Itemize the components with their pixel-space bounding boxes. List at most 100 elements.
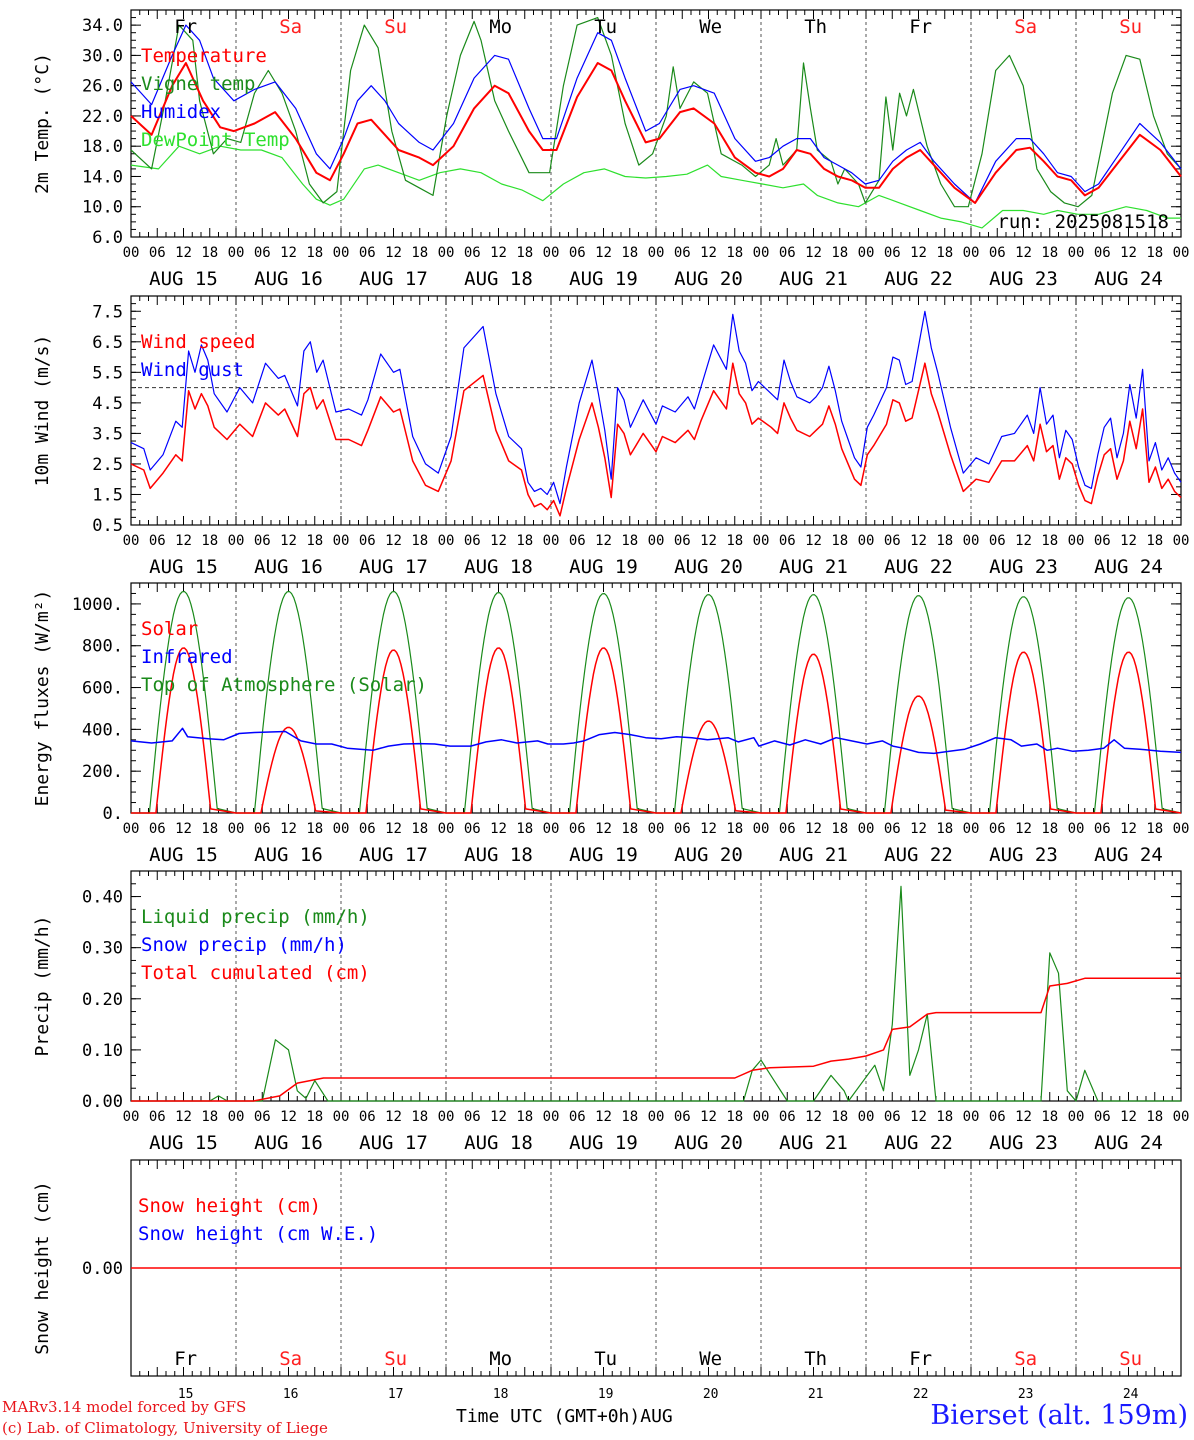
legend-entry: Top of Atmosphere (Solar) (141, 674, 427, 696)
hour-tick-label: 06 (149, 1109, 166, 1125)
date-label: AUG 21 (779, 1132, 848, 1154)
series-line-dewpoint-temp (130, 145, 1181, 229)
hour-tick-label: 00 (123, 821, 140, 837)
legend-entry: Total cumulated (cm) (141, 962, 370, 984)
series-line-humidex (130, 24, 1182, 204)
hour-tick-label: 06 (674, 245, 691, 261)
date-label: AUG 22 (884, 844, 953, 866)
hour-tick-label: 06 (989, 1109, 1006, 1125)
hour-tick-label: 06 (884, 821, 901, 837)
hour-tick-label: 18 (831, 245, 848, 261)
hour-tick-label: 18 (726, 821, 743, 837)
y-tick-label: 400. (82, 720, 123, 740)
day-number-label: 21 (808, 1387, 824, 1402)
hour-tick-label: 18 (306, 533, 323, 549)
hour-tick-label: 18 (621, 1109, 638, 1125)
hour-tick-label: 12 (385, 1109, 402, 1125)
weekday-label: Tu (594, 1348, 617, 1370)
time-axis-label: Time UTC (GMT+0h)AUG (456, 1406, 673, 1427)
hour-tick-label: 18 (516, 533, 533, 549)
date-label: AUG 16 (254, 1132, 323, 1154)
series-line-wind-speed (130, 362, 1182, 517)
hour-tick-label: 06 (1094, 1109, 1111, 1125)
hour-tick-label: 12 (1015, 821, 1032, 837)
weekday-label: Mo (489, 1348, 512, 1370)
weekday-label: Sa (279, 1348, 302, 1370)
hour-tick-label: 06 (674, 1109, 691, 1125)
hour-tick-label: 06 (254, 821, 271, 837)
hour-tick-label: 18 (936, 533, 953, 549)
y-tick-label: 5.5 (92, 363, 123, 383)
date-label: AUG 23 (989, 556, 1058, 578)
y-tick-label: 0. (103, 804, 123, 824)
y-tick-label: 22.0 (82, 107, 123, 127)
hour-tick-label: 18 (1146, 533, 1163, 549)
date-label: AUG 17 (359, 556, 428, 578)
hour-tick-label: 18 (1041, 533, 1058, 549)
hour-tick-label: 06 (989, 821, 1006, 837)
hour-tick-label: 00 (438, 245, 455, 261)
hour-tick-label: 12 (1120, 1109, 1137, 1125)
hour-tick-label: 18 (726, 533, 743, 549)
hour-tick-label: 06 (674, 533, 691, 549)
hour-tick-label: 00 (333, 1109, 350, 1125)
hour-tick-label: 00 (438, 821, 455, 837)
hour-tick-label: 18 (1041, 1109, 1058, 1125)
hour-tick-label: 00 (333, 533, 350, 549)
hour-tick-label: 12 (805, 533, 822, 549)
hour-tick-label: 18 (411, 533, 428, 549)
date-label: AUG 20 (674, 556, 743, 578)
series-line-wind-gust (130, 310, 1182, 505)
hour-tick-label: 18 (936, 821, 953, 837)
hour-tick-label: 06 (569, 245, 586, 261)
date-label: AUG 18 (464, 1132, 533, 1154)
hour-tick-label: 12 (490, 1109, 507, 1125)
hour-tick-label: 18 (411, 245, 428, 261)
hour-tick-label: 12 (700, 1109, 717, 1125)
hour-tick-label: 06 (569, 533, 586, 549)
hour-tick-label: 12 (175, 533, 192, 549)
weekday-label: Mo (489, 16, 512, 38)
y-tick-label: 18.0 (82, 137, 123, 157)
hour-tick-label: 06 (359, 821, 376, 837)
date-label: AUG 22 (884, 268, 953, 290)
hour-tick-label: 06 (989, 533, 1006, 549)
hour-tick-label: 18 (516, 245, 533, 261)
hour-tick-label: 00 (1068, 245, 1085, 261)
y-tick-label: 6.0 (92, 228, 123, 248)
hour-tick-label: 12 (700, 245, 717, 261)
y-tick-label: 0.5 (92, 516, 123, 536)
hour-tick-label: 12 (280, 821, 297, 837)
time-axis-title: Time UTC (GMT+0h) (456, 1406, 641, 1427)
y-tick-label: 30.0 (82, 46, 123, 66)
hour-tick-label: 00 (753, 821, 770, 837)
hour-tick-label: 00 (963, 533, 980, 549)
hour-tick-label: 00 (963, 245, 980, 261)
hour-tick-label: 06 (779, 245, 796, 261)
hour-tick-label: 12 (175, 821, 192, 837)
y-tick-label: 800. (82, 637, 123, 657)
date-label: AUG 15 (149, 556, 218, 578)
hour-tick-label: 06 (1094, 821, 1111, 837)
hour-tick-label: 00 (123, 245, 140, 261)
hour-tick-label: 06 (149, 821, 166, 837)
legend-entry: Infrared (141, 646, 233, 668)
hour-tick-label: 06 (359, 1109, 376, 1125)
date-label: AUG 19 (569, 844, 638, 866)
hour-tick-label: 18 (1146, 1109, 1163, 1125)
hour-tick-label: 12 (175, 1109, 192, 1125)
series-line-vigne-temp (130, 17, 1182, 208)
hour-tick-label: 00 (1068, 1109, 1085, 1125)
legend-entry: Wind speed (141, 331, 255, 353)
legend-entry: DewPoint Temp (141, 129, 290, 151)
hour-tick-label: 00 (228, 245, 245, 261)
day-number-label: 19 (598, 1387, 614, 1402)
legend-entry: Temperature (141, 45, 267, 67)
date-label: AUG 17 (359, 268, 428, 290)
hour-tick-label: 18 (936, 1109, 953, 1125)
hour-tick-label: 18 (1041, 245, 1058, 261)
date-label: AUG 22 (884, 556, 953, 578)
date-label: AUG 20 (674, 1132, 743, 1154)
hour-tick-label: 12 (1120, 533, 1137, 549)
hour-tick-label: 12 (910, 533, 927, 549)
